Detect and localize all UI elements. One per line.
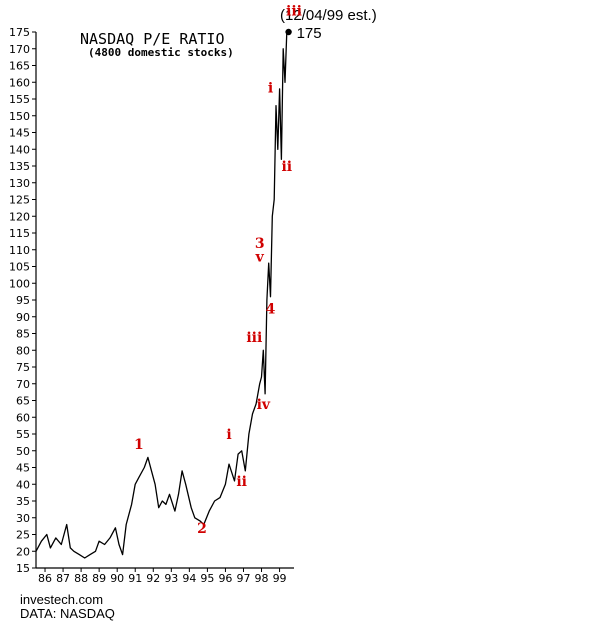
peak-label: 175: [297, 25, 322, 42]
x-tick-label: 98: [255, 572, 269, 585]
y-tick-label: 100: [9, 277, 30, 290]
y-tick-label: 140: [9, 143, 30, 156]
wave-label: v: [255, 249, 265, 265]
wave-label: 3: [255, 236, 265, 252]
y-tick-label: 120: [9, 210, 30, 223]
y-tick-label: 65: [16, 395, 30, 408]
wave-label: 4: [266, 301, 276, 317]
y-tick-label: 20: [16, 545, 30, 558]
y-tick-label: 60: [16, 411, 30, 424]
date-note: (12/04/99 est.): [280, 7, 377, 24]
x-tick-label: 93: [164, 572, 178, 585]
y-tick-label: 70: [16, 378, 30, 391]
y-tick-label: 145: [9, 127, 30, 140]
chart-title: NASDAQ P/E RATIO: [80, 30, 225, 48]
series-group: 175: [35, 25, 322, 559]
x-tick-label: 88: [74, 572, 88, 585]
y-tick-label: 130: [9, 177, 30, 190]
wave-label: 1: [134, 437, 144, 453]
wave-label: iii: [286, 3, 302, 19]
x-tick-label: 94: [182, 572, 196, 585]
wave-label: i: [268, 80, 273, 96]
wave-label: ii: [281, 159, 292, 175]
y-tick-label: 35: [16, 495, 30, 508]
y-tick-label: 150: [9, 110, 30, 123]
y-tick-label: 115: [9, 227, 30, 240]
y-tick-label: 45: [16, 462, 30, 475]
x-tick-label: 97: [236, 572, 250, 585]
x-tick-label: 90: [110, 572, 124, 585]
y-tick-label: 105: [9, 261, 30, 274]
wave-label: iv: [257, 397, 271, 413]
y-tick-label: 90: [16, 311, 30, 324]
x-tick-label: 91: [128, 572, 142, 585]
x-tick-label: 92: [146, 572, 160, 585]
peak-point: [285, 28, 292, 36]
x-tick-label: 87: [56, 572, 70, 585]
footer-source: DATA: NASDAQ: [20, 606, 115, 621]
x-tick-label: 86: [38, 572, 52, 585]
wave-label: iii: [246, 330, 262, 346]
x-tick-label: 89: [92, 572, 106, 585]
y-tick-label: 175: [9, 26, 30, 39]
y-tick-label: 40: [16, 478, 30, 491]
footer-site: investech.com: [20, 592, 104, 607]
y-tick-label: 160: [9, 76, 30, 89]
y-tick-label: 75: [16, 361, 30, 374]
y-tick-label: 110: [9, 244, 30, 257]
wave-label: ii: [236, 474, 247, 490]
wave-label: 2: [197, 521, 207, 537]
axes: 15 20 25 30 35 40 45 50 55 60 65 70 75 80 85 90 95 100 105…: [9, 26, 294, 585]
y-tick-label: 85: [16, 328, 30, 341]
y-tick-label: 125: [9, 194, 30, 207]
y-tick-label: 95: [16, 294, 30, 307]
y-tick-label: 25: [16, 529, 30, 542]
x-tick-label: 95: [200, 572, 214, 585]
y-tick-label: 165: [9, 60, 30, 73]
y-tick-label: 55: [16, 428, 30, 441]
x-tick-label: 99: [273, 572, 287, 585]
y-tick-label: 50: [16, 445, 30, 458]
pe-ratio-line: [35, 31, 289, 559]
y-tick-label: 30: [16, 512, 30, 525]
y-tick-label: 135: [9, 160, 30, 173]
chart-subtitle: (4800 domestic stocks): [88, 46, 234, 59]
x-tick-label: 96: [218, 572, 232, 585]
y-tick-label: 170: [9, 43, 30, 56]
y-tick-label: 155: [9, 93, 30, 106]
y-tick-label: 80: [16, 344, 30, 357]
wave-label: i: [226, 427, 231, 443]
y-tick-label: 15: [16, 562, 30, 575]
